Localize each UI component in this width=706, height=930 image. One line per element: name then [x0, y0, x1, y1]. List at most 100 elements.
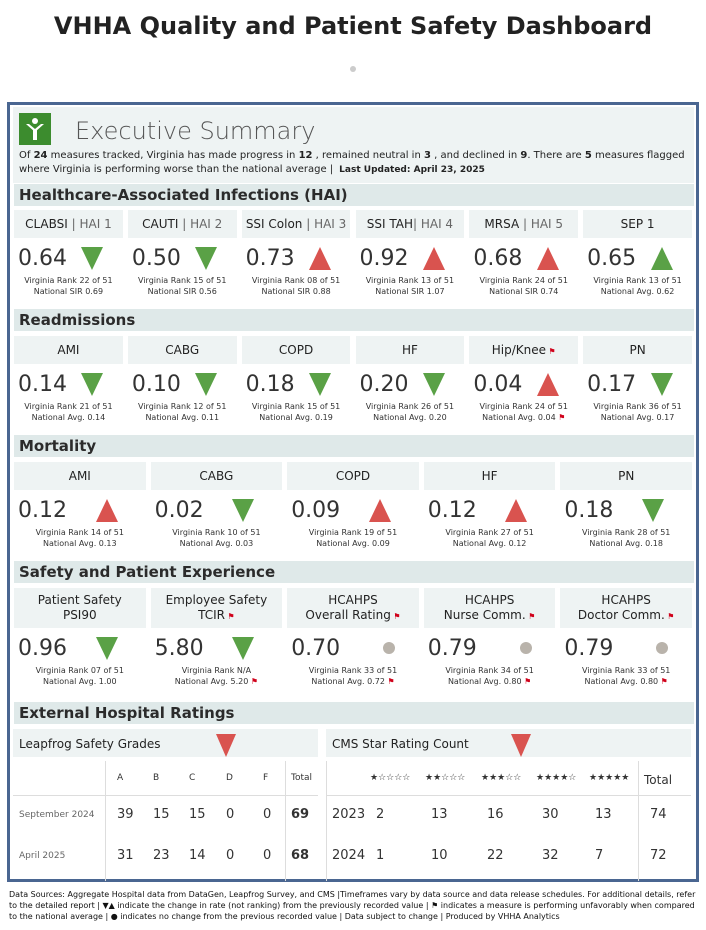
hai-name: CAUTI — [142, 217, 179, 231]
readm-national: National Avg. 0.17 — [600, 413, 675, 422]
hai-label-3: SSI TAH| HAI 4 — [355, 210, 465, 238]
leapfrog-col-header: A — [117, 773, 124, 783]
mort-label-0: AMI — [14, 462, 146, 490]
page-indicator-dot[interactable] — [350, 66, 356, 72]
mort-name: PN — [618, 469, 635, 483]
cms-cell: 72 — [650, 848, 667, 863]
mort-rank: Virginia Rank 14 of 51 — [35, 528, 124, 537]
safety-label-3: HCAHPS Nurse Comm. ⚑ — [423, 588, 556, 628]
hai-national: National SIR 0.88 — [261, 287, 331, 296]
mort-value: 0.12 — [427, 498, 477, 523]
mort-card: 0.02 Virginia Rank 10 of 51 National Avg. … — [150, 492, 283, 552]
readm-name: COPD — [278, 343, 314, 357]
safety-label-line2: Doctor Comm. ⚑ — [577, 607, 675, 622]
safety-card: 5.80 Virginia Rank N/A National Avg. 5.20 … — [150, 630, 283, 690]
safety-card: 0.79 Virginia Rank 33 of 51 National Avg. … — [560, 630, 692, 690]
hai-name: SEP 1 — [620, 217, 655, 231]
hai-label-0: CLABSI | HAI 1 — [14, 210, 123, 238]
safety-national: National Avg. 0.80 ⚑ — [447, 677, 532, 686]
cms-title: CMS Star Rating Count — [332, 737, 469, 751]
flag-icon: ⚑ — [664, 611, 675, 621]
hai-value: 0.68 — [473, 246, 523, 271]
trend-up-icon — [95, 498, 118, 526]
leapfrog-row-label: April 2025 — [19, 851, 66, 861]
readm-label-0: AMI — [14, 336, 123, 364]
cms-cell: 30 — [542, 807, 559, 822]
trend-up-icon — [505, 498, 528, 526]
leapfrog-col-header: F — [263, 773, 269, 783]
mort-national: National Avg. 0.12 — [452, 539, 527, 548]
mort-label-2: COPD — [287, 462, 419, 490]
safety-label-line2: Overall Rating ⚑ — [305, 607, 401, 622]
hai-value: 0.64 — [18, 246, 67, 271]
readm-national: National Avg. 0.04 ⚑ — [482, 413, 566, 422]
cms-col-header: ★★★☆☆ — [481, 773, 522, 783]
safety-value: 5.80 — [154, 636, 204, 661]
mort-national: National Avg. 0.09 — [316, 539, 390, 548]
section-hai: Healthcare-Associated Infections (HAI) — [14, 184, 694, 206]
hai-subcode: | HAI 5 — [519, 217, 564, 231]
section-mortality: Mortality — [14, 435, 694, 457]
trend-up-icon — [422, 246, 445, 274]
readm-name: PN — [629, 343, 646, 357]
flag-icon: ⚑ — [555, 413, 566, 422]
hai-subcode: | HAI 3 — [302, 217, 347, 231]
hai-label-5: SEP 1 — [583, 210, 692, 238]
safety-rank: Virginia Rank 34 of 51 — [445, 666, 534, 675]
flag-icon: ⚑ — [390, 611, 401, 621]
cms-cell: 1 — [376, 848, 385, 863]
mort-rank: Virginia Rank 10 of 51 — [172, 528, 261, 537]
cms-col-header: ★★☆☆☆ — [425, 773, 466, 783]
hai-name: MRSA — [484, 217, 520, 231]
safety-rank: Virginia Rank 33 of 51 — [308, 666, 398, 675]
hai-name: SSI Colon — [245, 217, 303, 231]
leapfrog-cell: 15 — [153, 807, 170, 822]
mort-value: 0.18 — [564, 498, 614, 523]
readm-rank: Virginia Rank 24 of 51 — [479, 402, 568, 411]
safety-card: 0.79 Virginia Rank 34 of 51 National Avg. … — [423, 630, 556, 690]
trend-up-icon — [650, 246, 673, 274]
hai-rank: Virginia Rank 15 of 51 — [138, 276, 227, 285]
mort-label-3: HF — [423, 462, 556, 490]
leapfrog-cell: 15 — [189, 807, 206, 822]
leapfrog-cell: 0 — [226, 848, 235, 863]
readm-label-5: PN — [583, 336, 692, 364]
readm-value: 0.04 — [473, 372, 523, 397]
readm-card: 0.17 Virginia Rank 36 of 51 National Avg. … — [583, 366, 692, 426]
readm-name: HF — [401, 343, 418, 357]
mort-label-4: PN — [560, 462, 692, 490]
leapfrog-divider — [105, 761, 106, 881]
safety-card: 0.96 Virginia Rank 07 of 51 National Avg. … — [14, 630, 146, 690]
flag-icon: ⚑ — [525, 611, 536, 621]
readm-card: 0.20 Virginia Rank 26 of 51 National Avg. … — [355, 366, 465, 426]
readm-rank: Virginia Rank 12 of 51 — [138, 402, 227, 411]
leapfrog-col-header: C — [189, 773, 196, 783]
safety-label-4: HCAHPS Doctor Comm. ⚑ — [560, 588, 692, 628]
trend-down-icon — [309, 372, 332, 400]
hai-card: 0.64 Virginia Rank 22 of 51 National SIR 0… — [14, 240, 123, 300]
safety-label-line1: Patient Safety — [37, 593, 122, 607]
safety-label-line1: Employee Safety — [165, 592, 268, 607]
cms-row-label: 2023 — [332, 807, 366, 822]
mort-national: National Avg. 0.03 — [179, 539, 254, 548]
trend-down-icon — [232, 636, 255, 664]
mort-national: National Avg. 0.13 — [43, 539, 117, 548]
hai-rank: Virginia Rank 13 of 51 — [593, 276, 682, 285]
flag-icon: ⚑ — [384, 677, 395, 686]
safety-rank: Virginia Rank 07 of 51 — [35, 666, 124, 675]
hai-subcode: | HAI 2 — [178, 217, 223, 231]
trend-down-icon — [95, 636, 118, 664]
cms-header: CMS Star Rating Count — [326, 729, 691, 757]
mort-name: AMI — [68, 469, 91, 483]
safety-label-line1: HCAHPS — [464, 592, 515, 607]
cms-cell: 32 — [542, 848, 559, 863]
readm-value: 0.10 — [131, 372, 181, 397]
mort-card: 0.12 Virginia Rank 14 of 51 National Avg. … — [14, 492, 146, 552]
readm-rank: Virginia Rank 15 of 51 — [251, 402, 341, 411]
leapfrog-cell: 69 — [291, 807, 310, 822]
section-safety-experience: Safety and Patient Experience — [14, 561, 694, 583]
leapfrog-cell: 31 — [117, 848, 134, 863]
readm-rank: Virginia Rank 36 of 51 — [593, 402, 682, 411]
mort-label-1: CABG — [150, 462, 283, 490]
hai-subcode: | HAI 4 — [412, 217, 454, 231]
